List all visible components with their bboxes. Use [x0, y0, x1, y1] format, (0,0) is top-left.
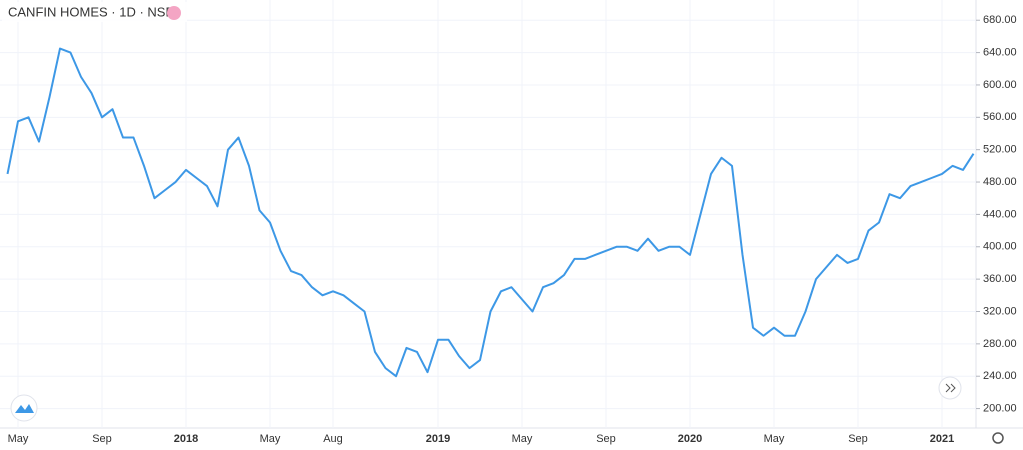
y-tick-label: 560.00: [983, 111, 1017, 123]
plot: [6, 47, 975, 378]
x-tick-label: Sep: [596, 433, 616, 445]
grid: [0, 0, 976, 428]
logo-button[interactable]: [10, 394, 38, 422]
y-tick-label: 320.00: [983, 305, 1017, 317]
x-tick-label: 2018: [174, 433, 198, 445]
settings-icon[interactable]: [992, 432, 1004, 444]
x-tick-label: May: [8, 433, 29, 445]
x-tick-label: 2019: [426, 433, 450, 445]
y-tick-label: 680.00: [983, 14, 1017, 26]
title-backdrop: [2, 2, 187, 22]
x-tick-label: 2021: [930, 433, 954, 445]
y-tick-label: 280.00: [983, 338, 1017, 350]
y-tick-label: 640.00: [983, 46, 1017, 58]
y-tick-label: 360.00: [983, 273, 1017, 285]
logo: [15, 404, 34, 413]
y-tick-label: 480.00: [983, 176, 1017, 188]
x-tick-label: Sep: [92, 433, 112, 445]
y-tick-label: 240.00: [983, 370, 1017, 382]
x-tick-label: May: [764, 433, 785, 445]
y-tick-label: 200.00: [983, 402, 1017, 414]
y-tick-label: 440.00: [983, 208, 1017, 220]
price-line: [6, 47, 975, 378]
x-tick-label: May: [512, 433, 533, 445]
x-tick-label: Aug: [323, 433, 343, 445]
chart-title: CANFIN HOMES · 1D · NSE: [8, 4, 174, 19]
x-tick-label: Sep: [848, 433, 868, 445]
x-tick-label: May: [260, 433, 281, 445]
y-tick-label: 600.00: [983, 79, 1017, 91]
scroll-icon: [945, 383, 956, 393]
y-tick-label: 520.00: [983, 144, 1017, 156]
x-tick-label: 2020: [678, 433, 702, 445]
badge: [167, 6, 181, 20]
y-tick-label: 400.00: [983, 241, 1017, 253]
